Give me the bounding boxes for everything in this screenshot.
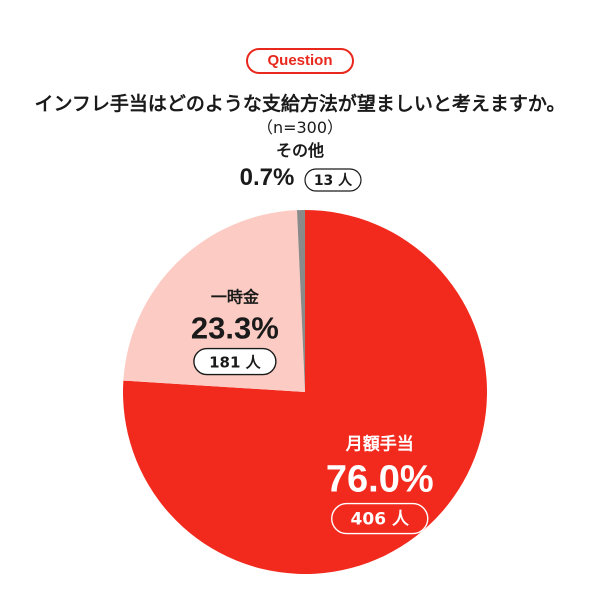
slice-label-1: 一時金 [211, 288, 260, 307]
slice-percent-0: 76.0% [326, 459, 434, 501]
pie-slice-1 [123, 210, 306, 392]
chart-title: インフレ手当はどのような支給方法が望ましいと考えますか。 [34, 93, 566, 115]
slice-count-pill-2 [304, 168, 362, 192]
slice-percent-2: 0.7% [240, 164, 295, 191]
question-badge: Question [246, 48, 354, 74]
slice-count-pill-0 [331, 502, 429, 535]
slice-label-0: 月額手当 [345, 434, 414, 455]
slice-label-2: その他 [276, 141, 324, 160]
pie-slice-2 [296, 210, 305, 392]
slice-count-pill-1 [193, 347, 277, 376]
slice-percent-1: 23.3% [191, 311, 279, 346]
slice-count-0: 406 人 [351, 510, 410, 530]
chart-subtitle: （n=300） [256, 118, 344, 137]
slice-count-1: 181 人 [209, 354, 262, 372]
slice-count-2: 13 人 [314, 172, 353, 189]
